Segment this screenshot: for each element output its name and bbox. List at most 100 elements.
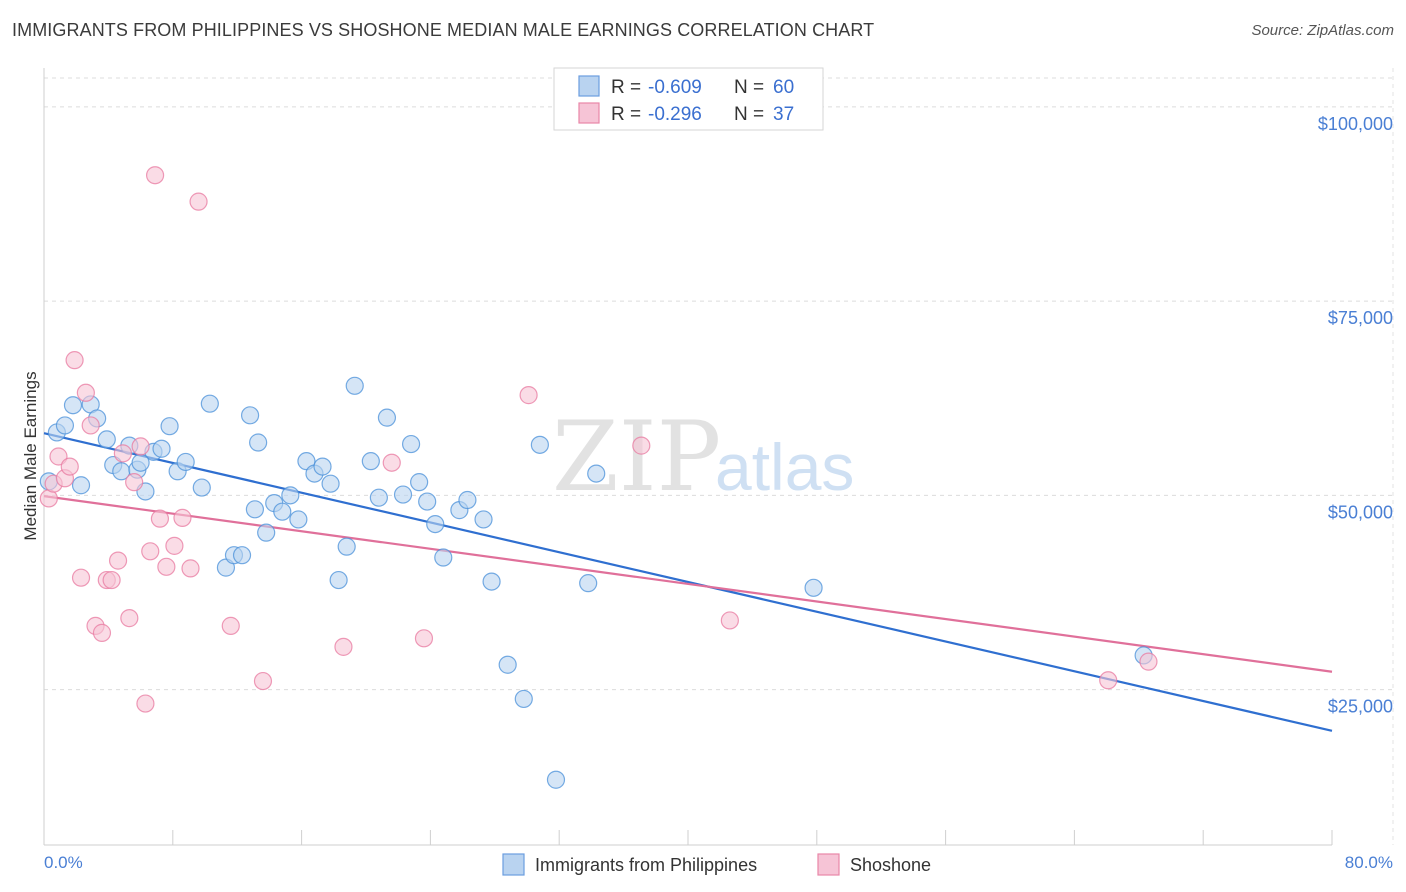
point-shoshone <box>136 694 155 713</box>
point-shoshone <box>125 473 144 492</box>
x-ticks <box>43 830 1333 845</box>
point-philippines <box>245 500 265 519</box>
point-philippines <box>281 486 300 505</box>
watermark-zip: ZIP <box>552 401 721 513</box>
legend-n-label-2: N = <box>734 104 764 125</box>
point-philippines <box>361 452 380 471</box>
legend-r-value-1: -0.609 <box>648 77 702 98</box>
point-shoshone <box>189 192 208 211</box>
point-shoshone <box>150 509 170 528</box>
source-label: Source: ZipAtlas.com <box>1251 22 1394 39</box>
point-philippines <box>200 394 219 413</box>
point-philippines <box>514 689 533 709</box>
point-shoshone <box>108 551 128 570</box>
y-tick-label: $75,000 <box>1328 308 1393 328</box>
point-philippines <box>369 488 388 507</box>
point-shoshone <box>720 611 739 630</box>
point-philippines <box>393 485 413 504</box>
point-philippines <box>232 546 252 565</box>
point-shoshone <box>632 436 651 455</box>
point-shoshone <box>141 542 160 561</box>
point-shoshone <box>131 437 150 456</box>
point-philippines <box>410 473 429 492</box>
point-philippines <box>418 492 437 511</box>
point-shoshone <box>221 616 240 635</box>
legend-n-value-2: 37 <box>773 104 794 125</box>
point-philippines <box>176 452 195 472</box>
point-shoshone <box>120 609 139 628</box>
x-tick-label-min: 0.0% <box>44 853 83 872</box>
legend-n-label-1: N = <box>734 77 764 98</box>
legend-n-value-1: 60 <box>773 77 794 98</box>
point-philippines <box>152 439 171 458</box>
point-philippines <box>482 572 501 591</box>
point-shoshone <box>519 386 538 405</box>
data-points <box>39 166 1158 789</box>
point-philippines <box>804 578 823 597</box>
point-shoshone <box>102 570 121 590</box>
point-philippines <box>458 490 477 510</box>
trend-line-shoshone <box>43 495 1333 673</box>
y-tick-label: $50,000 <box>1328 502 1393 522</box>
legend: R = -0.609 N = 60 R = -0.296 N = 37 <box>553 67 824 131</box>
y-tick-label: $25,000 <box>1328 697 1393 717</box>
legend-r-label-2: R = <box>611 104 641 125</box>
point-philippines <box>377 408 397 427</box>
point-philippines <box>55 416 75 435</box>
bottom-legend-label-shoshone: Shoshone <box>850 855 931 875</box>
y-axis-title: Median Male Earnings <box>21 371 40 540</box>
point-philippines <box>71 476 91 495</box>
trend-lines <box>43 432 1333 732</box>
legend-swatch-blue <box>578 75 600 97</box>
point-shoshone <box>157 557 176 576</box>
legend-r-label-1: R = <box>611 77 641 98</box>
point-shoshone <box>76 383 95 402</box>
point-philippines <box>131 453 150 472</box>
point-philippines <box>530 435 549 454</box>
point-philippines <box>63 396 83 415</box>
point-philippines <box>337 537 356 556</box>
point-shoshone <box>49 447 68 466</box>
bottom-legend-label-philippines: Immigrants from Philippines <box>535 855 757 875</box>
point-shoshone <box>382 453 401 472</box>
chart-title: IMMIGRANTS FROM PHILIPPINES VS SHOSHONE … <box>12 20 875 40</box>
point-philippines <box>546 770 566 789</box>
point-philippines <box>321 474 340 493</box>
bottom-legend-swatch-blue <box>502 853 525 876</box>
point-philippines <box>97 430 116 449</box>
point-shoshone <box>334 637 353 656</box>
point-philippines <box>160 417 179 436</box>
point-shoshone <box>253 671 273 691</box>
point-shoshone <box>81 416 100 435</box>
point-philippines <box>579 574 598 593</box>
point-philippines <box>345 376 364 395</box>
y-tick-label: $100,000 <box>1318 114 1393 134</box>
point-shoshone <box>165 536 184 555</box>
point-philippines <box>273 502 292 521</box>
point-philippines <box>474 510 493 529</box>
point-philippines <box>587 464 606 483</box>
x-tick-label-max: 80.0% <box>1345 853 1393 872</box>
bottom-legend: Immigrants from Philippines Shoshone <box>502 853 931 876</box>
trend-line-philippines <box>43 432 1333 732</box>
point-shoshone <box>60 457 79 476</box>
point-shoshone <box>92 623 112 642</box>
point-philippines <box>257 523 276 542</box>
point-shoshone <box>113 444 132 463</box>
point-shoshone <box>1139 652 1158 671</box>
point-shoshone <box>173 508 192 527</box>
point-shoshone <box>145 166 165 185</box>
legend-swatch-pink <box>578 102 600 124</box>
legend-r-value-2: -0.296 <box>648 104 702 125</box>
point-shoshone <box>1099 671 1118 690</box>
point-philippines <box>426 514 445 534</box>
point-philippines <box>401 434 421 454</box>
watermark-atlas: atlas <box>715 430 854 504</box>
point-philippines <box>249 433 268 452</box>
point-philippines <box>289 510 308 529</box>
point-shoshone <box>65 351 84 370</box>
point-shoshone <box>414 629 434 648</box>
point-philippines <box>240 406 260 425</box>
point-philippines <box>498 655 517 674</box>
